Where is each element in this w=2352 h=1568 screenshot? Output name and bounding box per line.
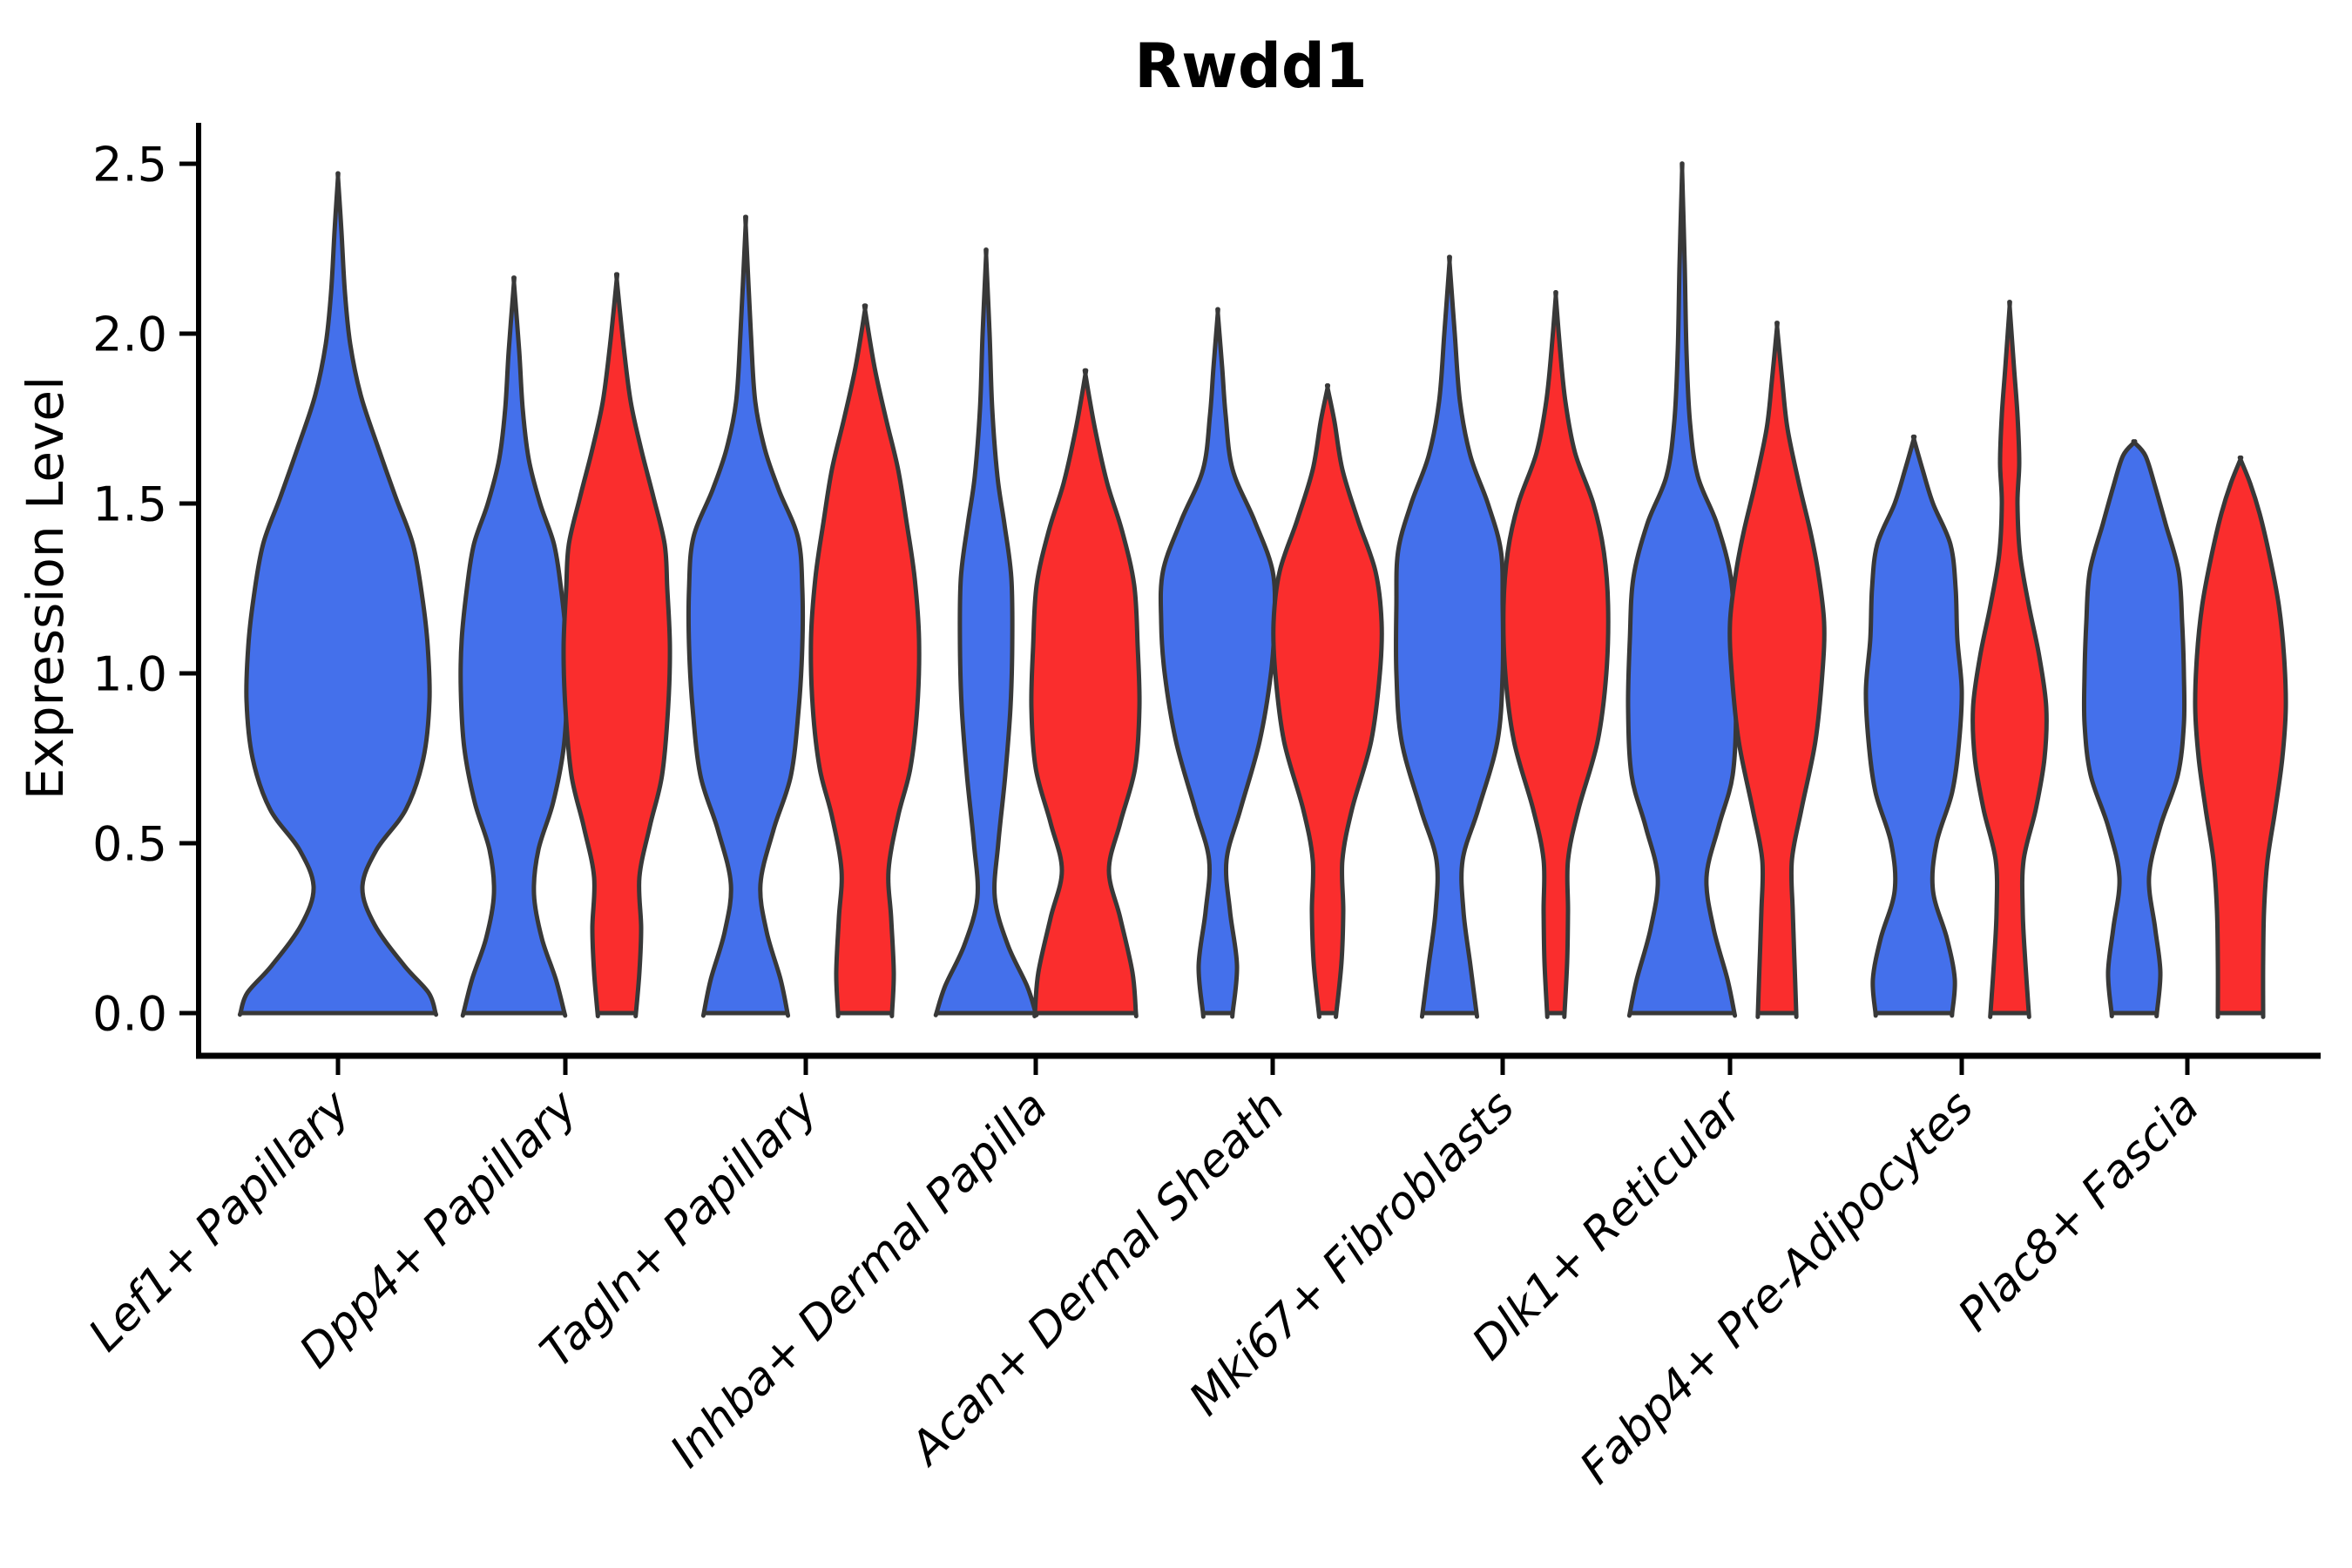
- violin-mki67-fibroblasts-blue: [1393, 254, 1506, 1019]
- violin-fabp4-pre-adipocytes-red: [1970, 300, 2049, 1019]
- y-tick-label: 1.0: [92, 646, 167, 701]
- x-tick-label: Plac8+ Fascia: [1949, 1081, 2209, 1342]
- x-tick-label: Acan+ Dermal Sheath: [899, 1081, 1294, 1477]
- x-tick-label: Fabp4+ Pre-Adipocytes: [1571, 1081, 1984, 1495]
- violin-inhba-dermal-papilla-blue: [933, 247, 1039, 1017]
- violin-dlk1-reticular-red: [1727, 321, 1827, 1019]
- x-tick-label: Inhba+ Dermal Papilla: [660, 1081, 1058, 1478]
- violin-tagln-papillary-blue: [686, 214, 806, 1018]
- violins-layer: [237, 161, 2288, 1019]
- violin-mki67-fibroblasts-red: [1501, 290, 1611, 1019]
- violin-dpp4-papillary-blue: [458, 275, 570, 1018]
- y-tick-label: 0.5: [92, 816, 167, 871]
- violin-inhba-dermal-papilla-red: [1029, 368, 1142, 1018]
- y-tick-label: 1.5: [92, 476, 167, 531]
- violin-lef1-papillary-blue: [237, 171, 439, 1017]
- y-tick-label: 2.5: [92, 137, 167, 192]
- violin-dlk1-reticular-blue: [1625, 161, 1739, 1018]
- violin-tagln-papillary-red: [808, 303, 922, 1018]
- violin-plac8-fascia-blue: [2081, 439, 2187, 1018]
- y-axis-label: Expression Level: [16, 376, 75, 800]
- violin-fabp4-pre-adipocytes-blue: [1863, 434, 1964, 1018]
- violin-acan-dermal-sheath-red: [1271, 383, 1384, 1019]
- y-tick-label: 2.0: [92, 307, 167, 362]
- y-tick-label: 0.0: [92, 986, 167, 1041]
- violin-dpp4-papillary-red: [561, 272, 672, 1018]
- chart-title: Rwdd1: [1134, 30, 1368, 102]
- violin-plac8-fascia-red: [2193, 455, 2288, 1019]
- violin-acan-dermal-sheath-blue: [1158, 307, 1278, 1019]
